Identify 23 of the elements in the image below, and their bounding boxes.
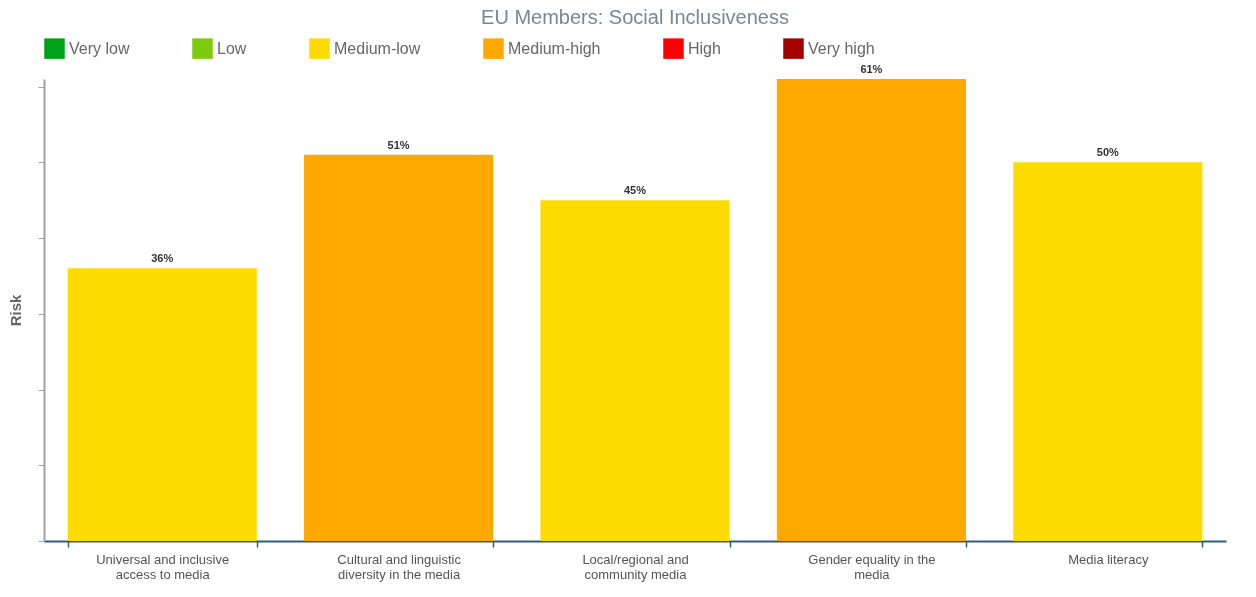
y-axis-title: Risk <box>7 294 24 327</box>
data-label: 61% <box>860 63 883 75</box>
x-tick-label: Universal and inclusive access to media <box>96 551 230 582</box>
bar <box>540 200 730 541</box>
x-tick-label: Gender equality in the media <box>808 551 936 582</box>
bar <box>67 268 257 541</box>
x-tick-label: Cultural and linguistic diversity in the media <box>337 551 462 582</box>
data-label: 51% <box>387 138 410 151</box>
legend-label: Low <box>217 39 247 57</box>
x-tick-label: Local/regional and community media <box>582 551 689 582</box>
chart-title: EU Members: Social Inclusiveness <box>481 6 789 28</box>
bar <box>304 154 494 541</box>
x-tick-label: Media literacy <box>1068 551 1149 567</box>
data-label: 45% <box>623 184 647 197</box>
legend-label: High <box>688 39 721 57</box>
legend-label: Very high <box>808 39 875 57</box>
legend-label: Very low <box>69 39 130 57</box>
data-label: 36% <box>151 252 174 265</box>
data-label: 50% <box>1096 146 1120 159</box>
legend-label: Medium-low <box>334 39 421 57</box>
bar <box>776 79 966 541</box>
legend-label: Medium-high <box>508 39 601 57</box>
bar <box>1013 162 1203 541</box>
